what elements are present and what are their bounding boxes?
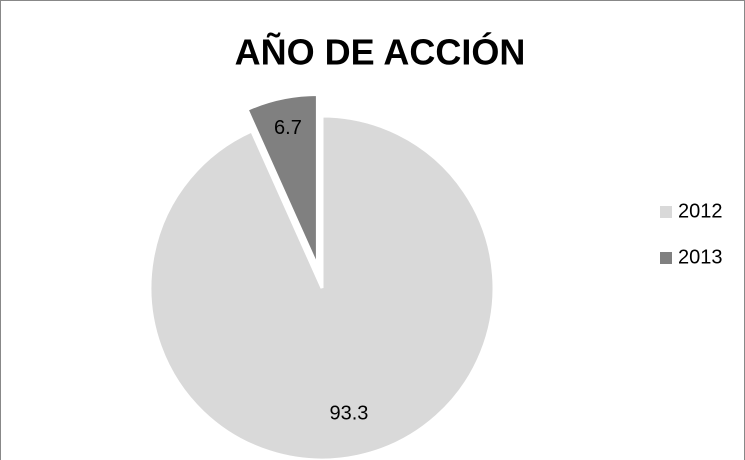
data-label: 6.7 (274, 117, 302, 139)
pie-slice (148, 114, 496, 460)
data-label: 93.3 (329, 402, 368, 424)
legend-swatch (660, 252, 672, 264)
legend-swatch (660, 206, 672, 218)
chart-title: AÑO DE ACCIÓN (235, 31, 526, 73)
legend-label: 2013 (678, 246, 723, 268)
pie-slice (245, 92, 319, 268)
legend-label: 2012 (678, 200, 723, 222)
